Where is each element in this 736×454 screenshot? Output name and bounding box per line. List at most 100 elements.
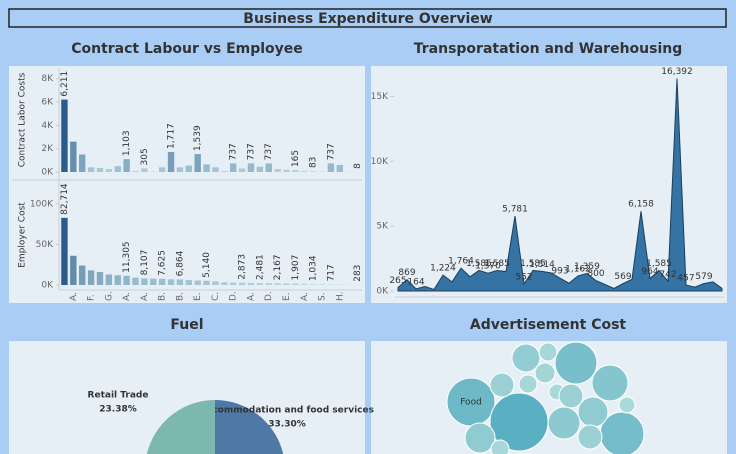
bar bbox=[327, 284, 335, 285]
bar bbox=[70, 255, 77, 285]
y-tick-label: 4K bbox=[41, 121, 54, 131]
bar bbox=[265, 283, 272, 285]
panel bbox=[9, 66, 365, 303]
y-axis-label: Contract Labor Costs bbox=[18, 72, 28, 167]
x-tick-label: D. bbox=[229, 291, 239, 301]
data-label: 742 bbox=[659, 270, 676, 280]
slice-label: Retail Trade bbox=[88, 391, 149, 401]
y-tick-label: 5K bbox=[376, 222, 389, 232]
bar bbox=[114, 166, 121, 172]
bar bbox=[221, 282, 228, 285]
y-tick-label: 2K bbox=[41, 144, 54, 154]
bar bbox=[132, 277, 139, 285]
y-tick-label: 8K bbox=[41, 74, 54, 84]
bar bbox=[150, 171, 157, 172]
x-tick-label: S. bbox=[318, 292, 328, 301]
bar bbox=[194, 154, 201, 172]
y-tick-label: 6K bbox=[41, 98, 54, 108]
data-label: 579 bbox=[695, 272, 712, 282]
area bbox=[397, 78, 723, 292]
slice-label: Accommodation and food services bbox=[200, 406, 374, 416]
x-tick-label: C. bbox=[211, 292, 221, 301]
bar bbox=[230, 282, 237, 285]
x-tick-label: A. bbox=[122, 292, 132, 301]
data-label: 5,140 bbox=[202, 252, 212, 278]
title-box bbox=[8, 8, 727, 28]
bar bbox=[132, 170, 139, 172]
panel-title: Advertisement Cost bbox=[470, 317, 627, 333]
bar bbox=[185, 280, 192, 285]
data-label: 737 bbox=[229, 143, 239, 160]
data-label: 1,162 bbox=[565, 264, 591, 274]
bar bbox=[247, 282, 255, 285]
bar bbox=[292, 170, 299, 172]
bar bbox=[265, 163, 272, 172]
bar bbox=[292, 283, 299, 285]
x-tick-label: F. bbox=[87, 294, 97, 301]
data-label: 2,873 bbox=[238, 254, 248, 280]
bar bbox=[327, 163, 335, 172]
bubble bbox=[554, 341, 598, 385]
bar bbox=[141, 168, 148, 172]
bar bbox=[87, 270, 95, 285]
y-tick-label: 15K bbox=[371, 92, 389, 102]
bubble-label: Food bbox=[460, 398, 482, 408]
bar bbox=[283, 283, 290, 285]
bubble bbox=[538, 342, 558, 362]
dashboard-title: Business Expenditure Overview bbox=[243, 11, 492, 27]
bar bbox=[221, 170, 228, 172]
bar bbox=[79, 154, 86, 172]
bar bbox=[194, 280, 201, 285]
data-label: 16,392 bbox=[661, 67, 693, 77]
data-label: 1,764 bbox=[448, 257, 474, 267]
data-label: 1,717 bbox=[167, 123, 177, 149]
data-label: 164 bbox=[407, 277, 424, 287]
data-label: 265 bbox=[389, 276, 406, 286]
bar bbox=[274, 169, 281, 172]
bubble bbox=[558, 383, 584, 409]
bubble bbox=[577, 424, 603, 450]
bar bbox=[247, 163, 255, 172]
panel-title: Transporatation and Warehousing bbox=[414, 41, 683, 57]
data-label: 6,864 bbox=[175, 250, 185, 276]
bar bbox=[141, 278, 148, 285]
pie-slice bbox=[146, 400, 215, 454]
bar bbox=[336, 165, 343, 172]
bar bbox=[274, 283, 281, 285]
data-label: 869 bbox=[398, 268, 415, 278]
data-label: 1,359 bbox=[574, 262, 600, 272]
bar bbox=[123, 275, 130, 285]
bar bbox=[105, 274, 113, 285]
bubble bbox=[464, 422, 496, 454]
data-label: 737 bbox=[264, 143, 274, 160]
x-tick-label: A. bbox=[300, 292, 310, 301]
y-tick-label: 0K bbox=[376, 287, 389, 297]
bar bbox=[230, 163, 237, 172]
bar bbox=[167, 279, 175, 285]
bar bbox=[105, 169, 113, 172]
x-tick-label: E. bbox=[282, 292, 292, 301]
bubble bbox=[489, 372, 515, 398]
data-label: 1,224 bbox=[430, 264, 456, 274]
data-label: 1,103 bbox=[122, 130, 132, 156]
x-tick-label: G. bbox=[104, 291, 114, 301]
data-label: 1,585 bbox=[520, 259, 546, 269]
x-tick-label: B. bbox=[158, 292, 168, 301]
bar bbox=[318, 284, 326, 285]
data-label: 1,585 bbox=[646, 259, 672, 269]
bubble bbox=[534, 362, 556, 384]
bar bbox=[301, 283, 308, 285]
bar bbox=[203, 164, 210, 172]
bar bbox=[96, 272, 104, 285]
y-tick-label: 0K bbox=[41, 168, 54, 178]
data-label: 964 bbox=[641, 267, 658, 277]
data-label: 737 bbox=[326, 143, 336, 160]
bar bbox=[61, 99, 68, 172]
bar bbox=[238, 282, 246, 285]
data-label: 1,034 bbox=[309, 255, 319, 281]
bubble bbox=[490, 439, 510, 454]
data-label: 1,585 bbox=[484, 259, 510, 269]
panel-title: Fuel bbox=[170, 317, 203, 333]
